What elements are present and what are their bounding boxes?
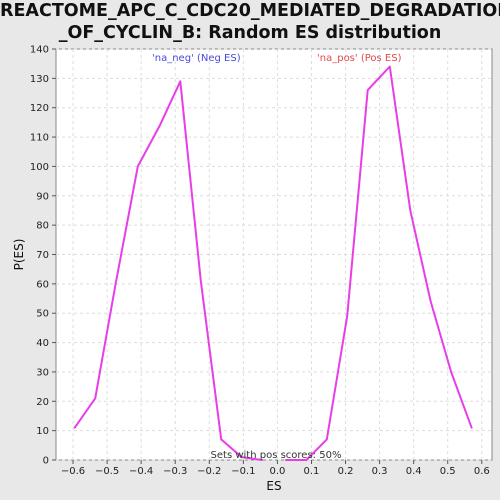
x-tick-label: −0.4 <box>129 466 153 477</box>
y-axis-label: P(ES) <box>12 239 26 271</box>
legend-entry-neg: 'na_neg' (Neg ES) <box>152 53 241 64</box>
chart-title: REACTOME_APC_C_CDC20_MEDIATED_DEGRADATIO… <box>0 0 500 44</box>
series-layer <box>73 65 473 461</box>
y-tick-label: 130 <box>30 74 49 85</box>
x-tick-label: 0.6 <box>474 466 490 477</box>
x-tick-label: 0.0 <box>269 466 285 477</box>
x-tick-label: −0.6 <box>61 466 85 477</box>
y-tick-label: 110 <box>30 133 49 144</box>
x-tick-label: 0.4 <box>406 466 422 477</box>
y-tick-label: 40 <box>36 338 49 349</box>
y-tick-label: 50 <box>36 309 49 320</box>
x-axis-label: ES <box>266 479 281 493</box>
grid <box>56 48 492 461</box>
x-tick-label: −0.1 <box>231 466 255 477</box>
chart-title-line-1: REACTOME_APC_C_CDC20_MEDIATED_DEGRADATIO… <box>0 1 500 21</box>
series-line-neg <box>73 80 264 461</box>
y-tick-label: 30 <box>36 367 49 378</box>
chart-title-line-2: _OF_CYCLIN_B: Random ES distribution <box>58 23 442 43</box>
y-tick-label: 20 <box>36 397 49 408</box>
x-tick-label: −0.3 <box>163 466 187 477</box>
y-tick-label: 10 <box>36 426 49 437</box>
legend-entry-pos: 'na_pos' (Pos ES) <box>317 53 402 64</box>
legend: 'na_neg' (Neg ES) 'na_pos' (Pos ES) <box>152 53 402 64</box>
x-tick-label: 0.5 <box>440 466 456 477</box>
y-tick-label: 60 <box>36 279 49 290</box>
series-line-pos <box>284 65 473 461</box>
y-tick-label: 0 <box>43 456 49 467</box>
y-tick-label: 140 <box>30 45 49 56</box>
x-tick-label: −0.2 <box>197 466 221 477</box>
x-tick-label: 0.3 <box>372 466 388 477</box>
annotation-pos-scores: Sets with pos scores: 50% <box>211 450 342 461</box>
axes: 0 10 20 30 40 50 60 70 80 90 100 110 120 130 140 −0.6 −0… <box>30 45 490 478</box>
y-tick-label: 70 <box>36 250 49 261</box>
y-tick-label: 120 <box>30 103 49 114</box>
x-tick-label: 0.1 <box>304 466 320 477</box>
x-tick-label: −0.5 <box>95 466 119 477</box>
y-tick-label: 80 <box>36 221 49 232</box>
x-tick-label: 0.2 <box>338 466 354 477</box>
y-tick-label: 90 <box>36 191 49 202</box>
y-tick-label: 100 <box>30 162 49 173</box>
